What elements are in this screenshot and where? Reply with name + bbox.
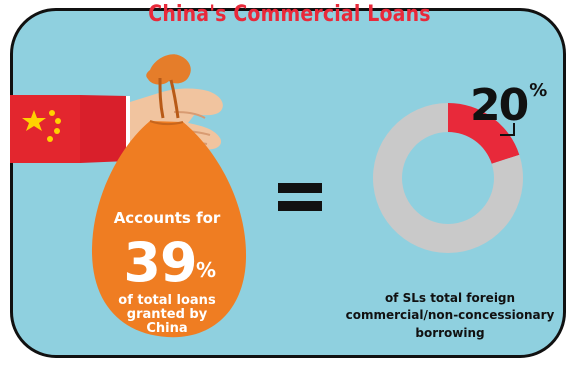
percent-callout-line	[500, 123, 515, 136]
equals-icon	[278, 183, 322, 213]
percent-callout-unit: %	[529, 80, 548, 101]
percent-callout-value: 20	[470, 80, 529, 131]
donut-caption-line-3: borrowing	[415, 325, 485, 340]
percent-callout: 20%	[470, 80, 547, 131]
equals-bar-top	[278, 183, 322, 193]
bag-caption: of total loans granted by China	[108, 293, 226, 337]
bag-accounts-label: Accounts for	[113, 209, 221, 227]
bag-big-value: 39	[123, 231, 197, 294]
china-flag-icon	[10, 95, 80, 163]
bag-caption-line-3: China	[146, 321, 188, 337]
page-title: China's Commercial Loans	[148, 2, 431, 27]
donut-slices	[373, 103, 523, 253]
donut-caption-line-1: of SLs total foreign	[384, 291, 516, 305]
bag-caption-line-2: granted by	[126, 307, 208, 323]
donut-slice-rest	[373, 103, 523, 253]
equals-bar-bottom	[278, 201, 322, 211]
donut-slice-highlight	[448, 103, 520, 164]
donut-caption: of SLs total foreign commercial/non-conc…	[335, 290, 565, 342]
bag-caption-line-1: of total loans	[118, 293, 216, 308]
bag-big-unit: %	[196, 258, 217, 282]
donut-caption-line-2: commercial/non-concessionary	[345, 308, 555, 323]
